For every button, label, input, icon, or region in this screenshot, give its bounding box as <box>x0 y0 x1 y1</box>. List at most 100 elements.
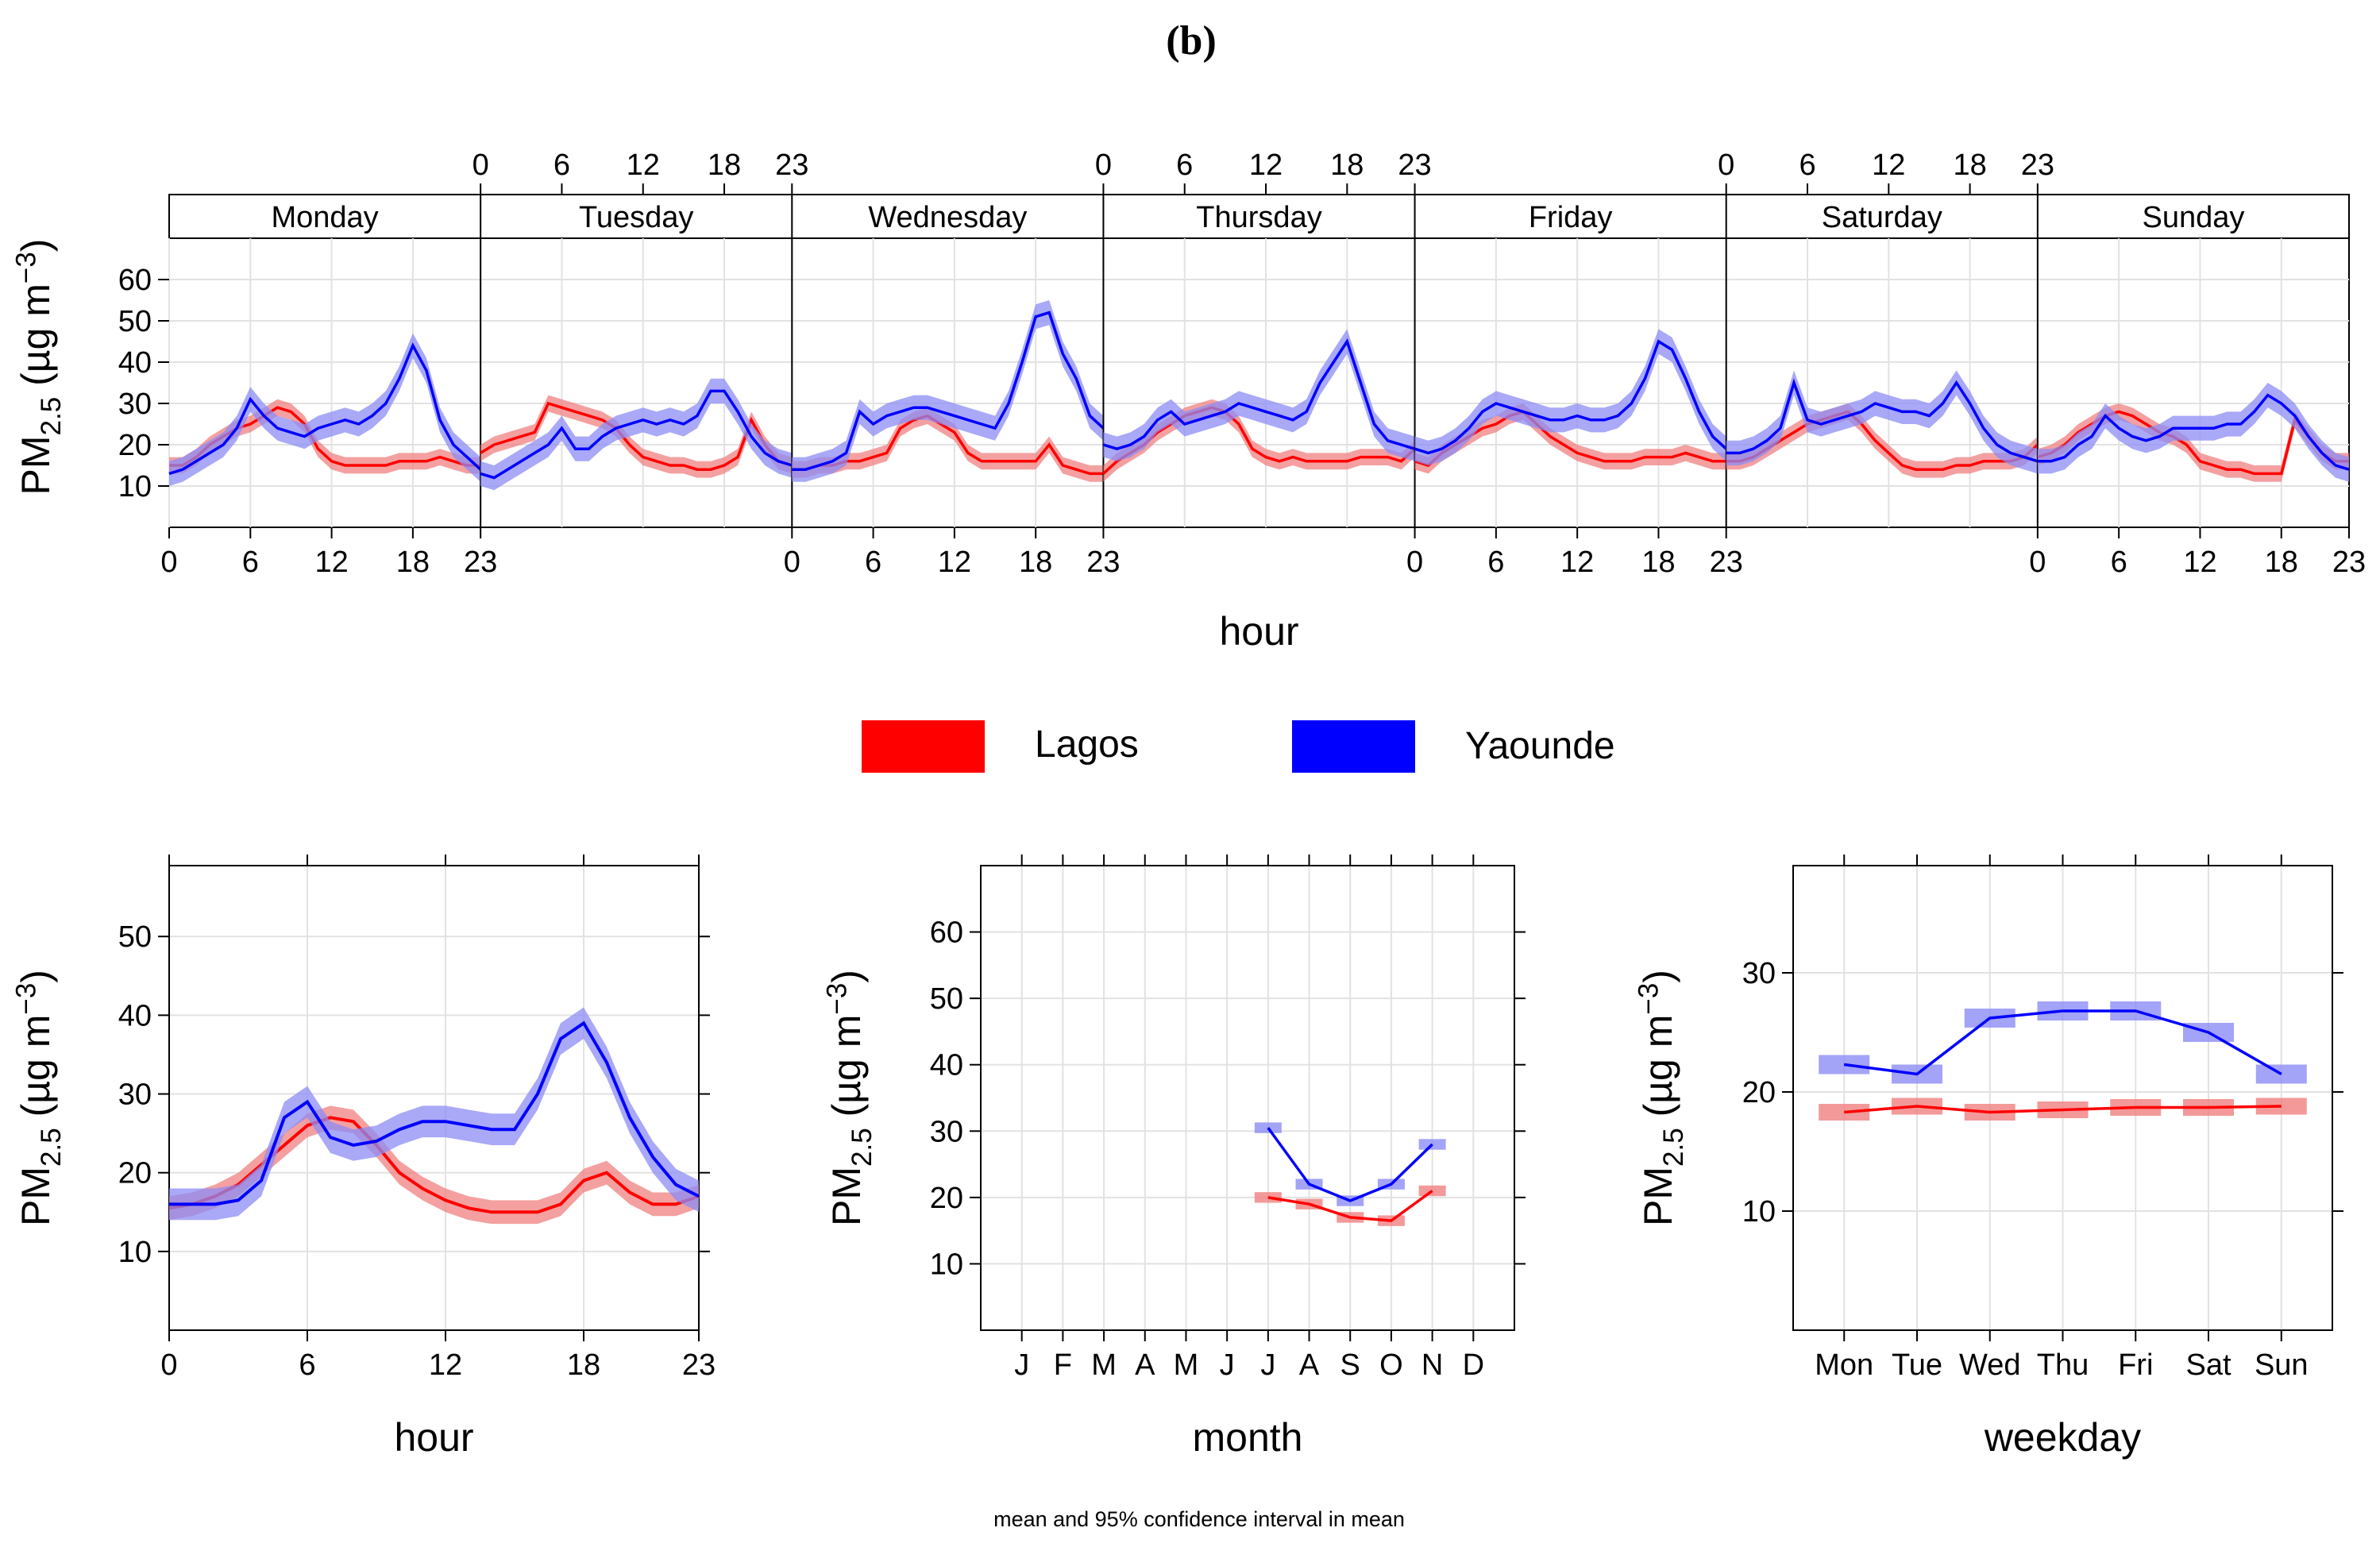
ci-box-yaounde <box>1418 1139 1446 1150</box>
x-tick-label: Mon <box>1815 1348 1873 1382</box>
series-line-yaounde <box>168 342 482 476</box>
ci-band-yaounde <box>1103 329 1415 461</box>
legend-label-yaounde: Yaounde <box>1465 725 1615 767</box>
y-axis-label: PM2.5 (µg m−3) <box>11 970 68 1226</box>
x-tick-label: 6 <box>242 546 259 579</box>
y-tick-label: 30 <box>118 388 152 421</box>
facet-label-saturday: Saturday <box>1822 201 1942 234</box>
x-tick-label: 6 <box>865 546 881 579</box>
x-tick-label: J <box>1220 1348 1235 1382</box>
x-tick-label: F <box>1054 1348 1072 1382</box>
y-tick-label: 60 <box>118 264 152 297</box>
x-tick-label: 18 <box>396 546 430 579</box>
legend-label-lagos: Lagos <box>1035 723 1139 766</box>
y-tick-label: 20 <box>930 1182 963 1215</box>
x-tick-label: 0 <box>1406 546 1423 579</box>
x-tick-label: 0 <box>2029 546 2046 579</box>
x-tick-label: 18 <box>1330 149 1364 182</box>
x-tick-label: 12 <box>1560 546 1594 579</box>
x-tick-label: 0 <box>784 546 800 579</box>
series-line-lagos <box>480 401 793 471</box>
x-tick-label: 0 <box>1718 149 1734 182</box>
facet-label-monday: Monday <box>271 201 378 234</box>
x-tick-label: Sun <box>2255 1348 2309 1382</box>
series-line-yaounde <box>792 311 1105 471</box>
x-tick-label: 12 <box>627 149 660 182</box>
x-tick-label: 23 <box>1710 546 1743 579</box>
series-line-lagos <box>168 1116 700 1214</box>
series-line-yaounde <box>1414 339 1727 455</box>
series-line-yaounde <box>1843 1009 2282 1076</box>
ci-band-yaounde <box>480 378 793 491</box>
facet-label-tuesday: Tuesday <box>579 201 693 234</box>
x-tick-label: 23 <box>2021 149 2054 182</box>
x-tick-label: J <box>1260 1348 1275 1382</box>
y-tick-label: 40 <box>118 999 152 1032</box>
y-tick-label: 50 <box>930 982 963 1016</box>
x-tick-label: 23 <box>1398 149 1431 182</box>
strip-box <box>168 194 2350 239</box>
y-tick-label: 10 <box>118 470 152 503</box>
facet-label-thursday: Thursday <box>1196 201 1321 234</box>
y-tick-label: 50 <box>118 920 152 954</box>
x-tick-label: Tue <box>1892 1348 1942 1382</box>
y-tick-label: 20 <box>1742 1076 1776 1109</box>
x-tick-label: O <box>1379 1348 1403 1382</box>
x-tick-label: 18 <box>1953 149 1986 182</box>
ci-band-yaounde <box>792 300 1104 482</box>
y-tick-label: 30 <box>118 1078 152 1112</box>
y-tick-label: 60 <box>930 916 963 950</box>
x-tick-label: 12 <box>314 546 348 579</box>
weekly-hour-chart: Monday 0 6 12 18 23 Tuesday 0 6 12 18 23 Wednesday 0 6… <box>11 149 2366 654</box>
legend-swatch-lagos <box>862 720 985 773</box>
x-tick-label: 6 <box>299 1348 315 1382</box>
x-tick-label: M <box>1174 1348 1199 1382</box>
x-tick-label: 18 <box>708 149 741 182</box>
ci-band-lagos <box>169 1105 699 1225</box>
plot-area <box>981 866 1514 1330</box>
y-tick-label: 10 <box>930 1248 963 1281</box>
facet-label-wednesday: Wednesday <box>868 201 1027 234</box>
x-tick-label: 23 <box>464 546 497 579</box>
x-axis-label: weekday <box>1984 1415 2141 1460</box>
series-line-yaounde <box>1102 338 1416 451</box>
ci-box-lagos <box>1418 1185 1446 1197</box>
y-tick-label: 50 <box>118 305 152 338</box>
x-tick-label: 18 <box>2265 546 2298 579</box>
y-axis-label: PM2.5 (µg m−3) <box>11 239 68 496</box>
x-tick-label: 0 <box>1095 149 1112 182</box>
y-axis-label: PM2.5 (µg m−3) <box>1634 970 1690 1226</box>
x-axis-label: hour <box>1219 609 1298 654</box>
series-line-lagos <box>1267 1190 1433 1222</box>
legend: Lagos Yaounde <box>862 720 1615 773</box>
ci-band-yaounde <box>1414 329 1726 465</box>
series-line-yaounde <box>1726 378 2039 463</box>
x-tick-label: 0 <box>473 149 489 182</box>
series-line-yaounde <box>480 389 793 480</box>
y-tick-label: 20 <box>118 429 152 462</box>
x-tick-label: A <box>1299 1348 1320 1382</box>
footnote: mean and 95% confidence interval in mean <box>993 1507 1405 1531</box>
x-tick-label: M <box>1091 1348 1117 1382</box>
y-tick-label: 30 <box>930 1115 963 1148</box>
y-tick-label: 20 <box>118 1157 152 1190</box>
y-tick-label: 40 <box>930 1049 963 1082</box>
ci-band-lagos <box>792 407 1104 482</box>
legend-swatch-yaounde <box>1292 720 1415 773</box>
x-tick-label: 0 <box>160 1348 177 1382</box>
ci-band-yaounde <box>169 1007 699 1221</box>
x-tick-label: Fri <box>2118 1348 2153 1382</box>
x-tick-label: 18 <box>567 1348 600 1382</box>
x-tick-label: 12 <box>2183 546 2216 579</box>
plot-area <box>169 866 699 1330</box>
ci-band-yaounde <box>2037 383 2349 482</box>
plot-box <box>168 237 2350 528</box>
y-tick-label: 30 <box>1742 957 1776 990</box>
plot-box <box>980 865 1515 1331</box>
x-tick-label: 18 <box>1019 546 1052 579</box>
series-line-yaounde <box>169 1020 700 1206</box>
y-tick-label: 10 <box>1742 1195 1776 1229</box>
x-axis-label: hour <box>394 1415 473 1460</box>
